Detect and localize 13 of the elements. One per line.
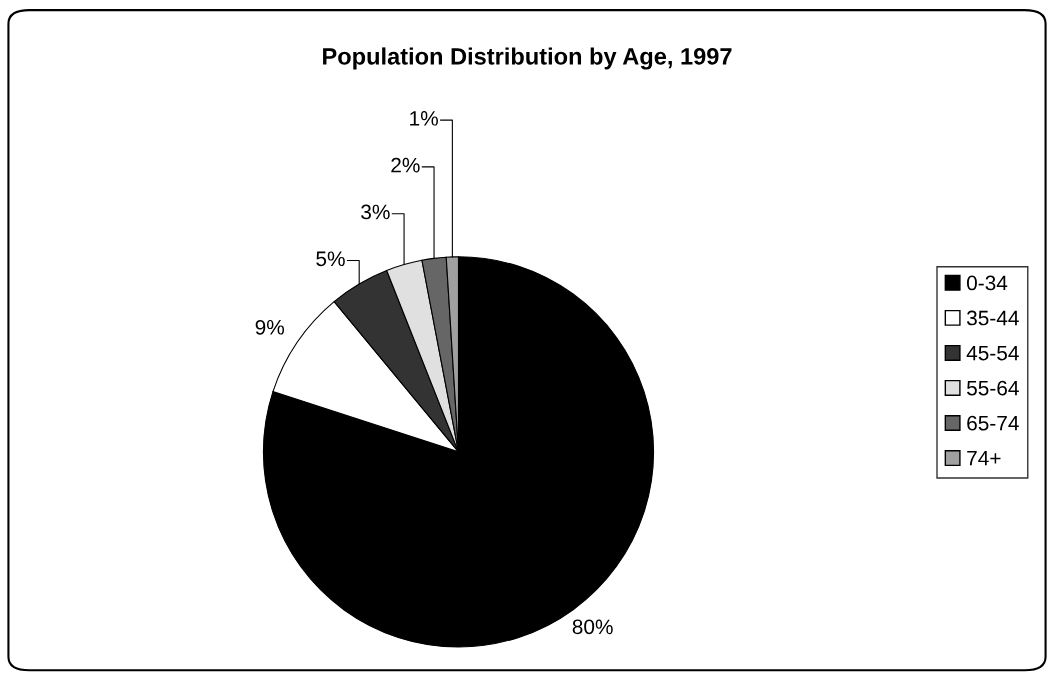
legend-label: 55-64 <box>967 380 1019 396</box>
data-label: 9% <box>255 319 285 335</box>
data-label: 2% <box>391 157 420 173</box>
chart-title: Population Distribution by Age, 1997 <box>323 47 732 70</box>
legend-label: 35-44 <box>966 310 1019 326</box>
legend-label: 0-34 <box>966 275 1008 291</box>
legend-label: 74+ <box>967 451 1001 466</box>
data-label: 3% <box>361 204 390 220</box>
legend-label: 65-74 <box>967 415 1019 431</box>
data-label: 5% <box>316 251 345 267</box>
data-label: 80% <box>572 619 613 635</box>
legend-label: 45-54 <box>966 345 1019 361</box>
data-label: 1% <box>410 111 438 126</box>
